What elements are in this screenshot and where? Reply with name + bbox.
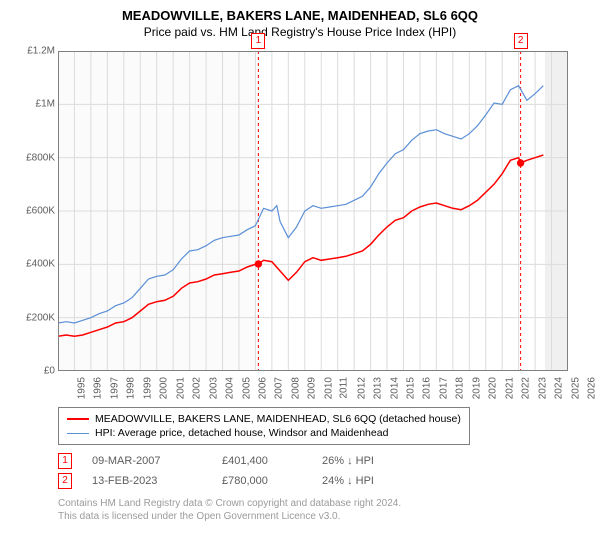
chart-title: MEADOWVILLE, BAKERS LANE, MAIDENHEAD, SL…: [10, 8, 590, 23]
y-tick-label: £600K: [26, 206, 55, 217]
x-tick-label: 2025: [570, 377, 581, 399]
x-tick-label: 1995: [76, 377, 87, 399]
x-tick-label: 2008: [290, 377, 301, 399]
sales-table: 1 09-MAR-2007£401,40026% ↓ HPI 2 13-FEB-202…: [58, 451, 590, 491]
footer-line-1: Contains HM Land Registry data © Crown c…: [58, 497, 590, 510]
x-tick-label: 2011: [339, 377, 350, 399]
x-tick-label: 2004: [224, 377, 235, 399]
y-tick-label: £1M: [36, 99, 55, 110]
y-tick-label: £1.2M: [27, 46, 55, 57]
x-tick-label: 2000: [159, 377, 170, 399]
x-tick-label: 2002: [191, 377, 202, 399]
sale-price: £780,000: [222, 475, 322, 487]
legend-label: HPI: Average price, detached house, Wind…: [95, 427, 388, 439]
legend-label: MEADOWVILLE, BAKERS LANE, MAIDENHEAD, SL…: [95, 413, 461, 425]
x-tick-label: 2001: [175, 377, 186, 399]
y-tick-label: £200K: [26, 312, 55, 323]
x-tick-label: 2022: [520, 377, 531, 399]
footer: Contains HM Land Registry data © Crown c…: [58, 497, 590, 523]
x-tick-label: 2023: [537, 377, 548, 399]
x-tick-label: 2021: [504, 377, 515, 399]
x-tick-label: 2024: [553, 377, 564, 399]
chart-container: MEADOWVILLE, BAKERS LANE, MAIDENHEAD, SL…: [0, 0, 600, 560]
sale-index: 1: [58, 453, 72, 469]
x-tick-label: 2009: [307, 377, 318, 399]
sale-marker: 1: [251, 33, 265, 49]
legend-swatch: [67, 418, 89, 420]
legend-row: HPI: Average price, detached house, Wind…: [67, 426, 461, 440]
legend: MEADOWVILLE, BAKERS LANE, MAIDENHEAD, SL…: [58, 407, 470, 445]
x-tick-label: 1997: [109, 377, 120, 399]
chart-area: £0 £200K £400K £600K £800K £1M £1.2M 1995 1996 1…: [18, 43, 578, 403]
x-tick-label: 2005: [241, 377, 252, 399]
x-tick-label: 2019: [471, 377, 482, 399]
x-tick-label: 1999: [142, 377, 153, 399]
sale-date: 09-MAR-2007: [92, 455, 222, 467]
x-tick-label: 2006: [257, 377, 268, 399]
y-tick-label: £0: [44, 366, 55, 377]
x-tick-label: 2018: [455, 377, 466, 399]
plot-region: [58, 51, 568, 371]
sale-price: £401,400: [222, 455, 322, 467]
x-tick-label: 2026: [586, 377, 597, 399]
sale-marker: 2: [514, 33, 528, 49]
x-tick-label: 2007: [274, 377, 285, 399]
y-tick-label: £800K: [26, 152, 55, 163]
x-tick-label: 2017: [438, 377, 449, 399]
sale-row: 1 09-MAR-2007£401,40026% ↓ HPI: [58, 451, 590, 471]
x-tick-label: 2016: [422, 377, 433, 399]
x-tick-label: 2020: [488, 377, 499, 399]
y-tick-label: £400K: [26, 259, 55, 270]
chart-subtitle: Price paid vs. HM Land Registry's House …: [10, 25, 590, 39]
x-tick-label: 2003: [208, 377, 219, 399]
x-tick-label: 2010: [323, 377, 334, 399]
x-tick-label: 2012: [356, 377, 367, 399]
sale-diff: 24% ↓ HPI: [322, 475, 422, 487]
x-tick-label: 2014: [389, 377, 400, 399]
sale-index: 2: [58, 473, 72, 489]
legend-swatch: [67, 433, 89, 434]
footer-line-2: This data is licensed under the Open Gov…: [58, 510, 590, 523]
x-tick-label: 1996: [93, 377, 104, 399]
x-tick-label: 1998: [126, 377, 137, 399]
sale-diff: 26% ↓ HPI: [322, 455, 422, 467]
x-tick-label: 2013: [372, 377, 383, 399]
x-tick-label: 2015: [405, 377, 416, 399]
sale-row: 2 13-FEB-2023£780,00024% ↓ HPI: [58, 471, 590, 491]
sale-date: 13-FEB-2023: [92, 475, 222, 487]
legend-row: MEADOWVILLE, BAKERS LANE, MAIDENHEAD, SL…: [67, 412, 461, 426]
